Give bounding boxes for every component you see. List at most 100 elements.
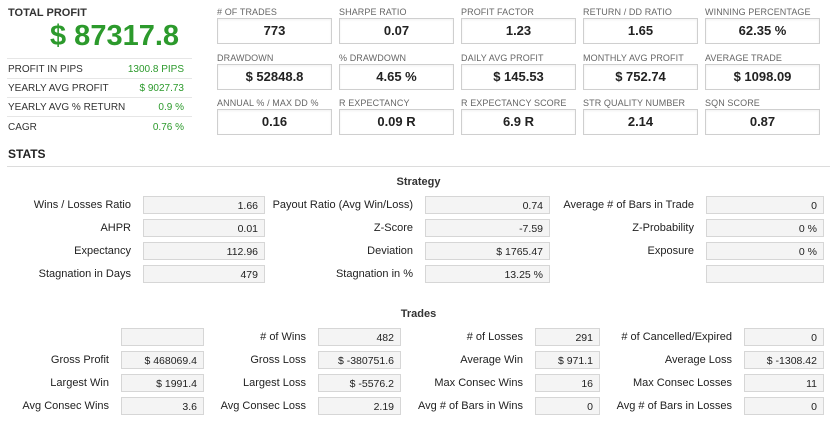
metric-label: # OF TRADES [217, 7, 277, 17]
trades-label: # of Cancelled/Expired [621, 331, 732, 343]
yearly-avg-profit-value: $ 9027.73 [139, 83, 185, 94]
profit-in-pips-value: 1300.8 PIPS [127, 64, 184, 75]
metric-label: ANNUAL % / MAX DD % [217, 98, 319, 108]
strategy-label: Stagnation in % [335, 268, 413, 280]
metric-r-expectancy-value: 0.09 R [339, 109, 454, 135]
metric-profit-factor-value: 1.23 [461, 18, 576, 44]
cagr-value: 0.76 % [152, 122, 184, 133]
strategy-label: Deviation [367, 245, 413, 257]
trades-value: $ -1308.42 [744, 351, 824, 369]
strategy-value: 13.25 % [425, 265, 550, 283]
strategy-label: Payout Ratio (Avg Win/Loss) [272, 199, 413, 211]
trades-value: 0 [744, 397, 824, 415]
metric-str-quality-value: 2.14 [583, 109, 698, 135]
metric-label: WINNING PERCENTAGE [705, 7, 811, 17]
metric-label: RETURN / DD RATIO [583, 7, 673, 17]
metric-label: R EXPECTANCY [339, 98, 410, 108]
strategy-label: Z-Score [373, 222, 413, 234]
metric-sqn-value: 0.87 [705, 109, 820, 135]
metric-pct-drawdown-value: 4.65 % [339, 64, 454, 90]
metric-winning-pct-value: 62.35 % [705, 18, 820, 44]
strategy-value [706, 265, 824, 283]
total-profit-value: $ 87317.8 [50, 20, 180, 52]
metric-return-dd-value: 1.65 [583, 18, 698, 44]
trades-label: # of Losses [466, 331, 523, 343]
trades-value: 0 [535, 397, 600, 415]
metric-label: % DRAWDOWN [339, 53, 407, 63]
trades-value [121, 328, 204, 346]
strategy-value: 0 % [706, 219, 824, 237]
trades-label: # of Wins [260, 331, 306, 343]
metric-label: SHARPE RATIO [339, 7, 407, 17]
metric-average-trade-value: $ 1098.09 [705, 64, 820, 90]
strategy-label: Expectancy [74, 245, 131, 257]
trades-value: 0 [744, 328, 824, 346]
strategy-value: $ 1765.47 [425, 242, 550, 260]
divider [7, 97, 192, 98]
stats-divider [7, 166, 830, 167]
metric-label: DRAWDOWN [217, 53, 274, 63]
yearly-avg-return-value: 0.9 % [158, 102, 184, 113]
trades-label: Max Consec Losses [632, 377, 732, 389]
strategy-value: -7.59 [425, 219, 550, 237]
strategy-value: 1.66 [143, 196, 265, 214]
metric-label: SQN SCORE [705, 98, 760, 108]
trades-label: Avg # of Bars in Wins [418, 400, 523, 412]
trades-title: Trades [400, 308, 437, 320]
metric-label: STR QUALITY NUMBER [583, 98, 686, 108]
strategy-label: Stagnation in Days [38, 268, 131, 280]
strategy-value: 0.01 [143, 219, 265, 237]
trades-value: $ 971.1 [535, 351, 600, 369]
yearly-avg-profit-label: YEARLY AVG PROFIT [8, 83, 109, 94]
trades-value: 291 [535, 328, 600, 346]
metric-label: PROFIT FACTOR [461, 7, 534, 17]
metric-trades-value: 773 [217, 18, 332, 44]
divider [7, 58, 192, 59]
divider [7, 78, 192, 79]
trades-value: $ -5576.2 [318, 374, 401, 392]
trades-value: 2.19 [318, 397, 401, 415]
metric-r-expectancy-score-value: 6.9 R [461, 109, 576, 135]
trades-label: Gross Loss [250, 354, 306, 366]
strategy-label: Exposure [647, 245, 694, 257]
trades-value: 482 [318, 328, 401, 346]
strategy-value: 0 [706, 196, 824, 214]
strategy-value: 0 % [706, 242, 824, 260]
trades-label: Average Loss [664, 354, 732, 366]
trades-label: Gross Profit [50, 354, 109, 366]
metric-drawdown-value: $ 52848.8 [217, 64, 332, 90]
metric-label: DAILY AVG PROFIT [461, 53, 544, 63]
trades-value: 3.6 [121, 397, 204, 415]
trades-label: Largest Win [50, 377, 109, 389]
strategy-label: Z-Probability [632, 222, 694, 234]
trades-label: Max Consec Wins [434, 377, 523, 389]
strategy-label: AHPR [100, 222, 131, 234]
divider [7, 116, 192, 117]
metric-monthly-avg-value: $ 752.74 [583, 64, 698, 90]
strategy-title: Strategy [396, 176, 441, 188]
strategy-label: Average # of Bars in Trade [563, 199, 694, 211]
metric-label: AVERAGE TRADE [705, 53, 782, 63]
metric-daily-avg-value: $ 145.53 [461, 64, 576, 90]
trades-label: Avg Consec Loss [220, 400, 306, 412]
trades-value: $ 468069.4 [121, 351, 204, 369]
trades-label: Avg # of Bars in Losses [616, 400, 732, 412]
yearly-avg-return-label: YEARLY AVG % RETURN [8, 102, 126, 113]
strategy-value: 479 [143, 265, 265, 283]
metric-sharpe-value: 0.07 [339, 18, 454, 44]
trades-value: 11 [744, 374, 824, 392]
stats-title: STATS [8, 147, 46, 161]
total-profit-label: TOTAL PROFIT [8, 7, 87, 19]
trades-value: 16 [535, 374, 600, 392]
trades-label: Average Win [460, 354, 523, 366]
trades-label: Avg Consec Wins [22, 400, 109, 412]
strategy-label: Wins / Losses Ratio [33, 199, 131, 211]
cagr-label: CAGR [8, 122, 37, 133]
strategy-value: 112.96 [143, 242, 265, 260]
strategy-value: 0.74 [425, 196, 550, 214]
trades-label: Largest Loss [243, 377, 306, 389]
profit-in-pips-label: PROFIT IN PIPS [8, 64, 83, 75]
trades-value: $ 1991.4 [121, 374, 204, 392]
metric-label: R EXPECTANCY SCORE [461, 98, 567, 108]
metric-label: MONTHLY AVG PROFIT [583, 53, 684, 63]
